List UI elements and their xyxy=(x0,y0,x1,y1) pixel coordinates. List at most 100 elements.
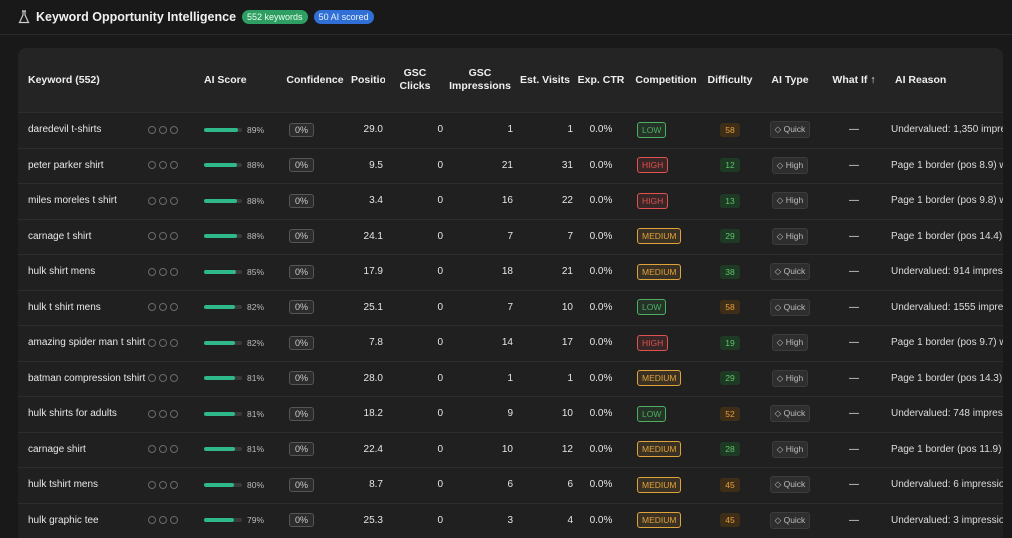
what-if: — xyxy=(825,373,883,384)
row-actions xyxy=(146,410,196,418)
difficulty: 12 xyxy=(720,158,740,172)
confidence-cell: 0% xyxy=(281,194,349,208)
keyword: daredevil t-shirts xyxy=(18,124,146,135)
competition: MEDIUM xyxy=(637,228,681,244)
ai-score: 88% xyxy=(196,160,281,170)
competition: LOW xyxy=(637,122,666,138)
exp-ctr: 0.0% xyxy=(575,160,627,171)
ai-score: 81% xyxy=(196,444,281,454)
type-icon: ◇ xyxy=(777,373,786,383)
confidence: 0% xyxy=(289,158,314,172)
ai-score-header: AI Score xyxy=(196,74,281,87)
action-icon xyxy=(148,445,156,453)
ai-score: 88% xyxy=(196,231,281,241)
confidence-cell: 0% xyxy=(281,513,349,527)
exp-ctr: 0.0% xyxy=(575,373,627,384)
ai-score: 81% xyxy=(196,409,281,419)
position: 9.5 xyxy=(349,160,385,171)
score-bar xyxy=(204,305,235,309)
row-actions xyxy=(146,339,196,347)
action-icon xyxy=(170,268,178,276)
confidence: 0% xyxy=(289,371,314,385)
gsc-impressions: 1 xyxy=(445,373,515,384)
gsc-clicks: 0 xyxy=(385,231,445,242)
action-icon xyxy=(148,268,156,276)
gsc-clicks: 0 xyxy=(385,373,445,384)
position: 3.4 xyxy=(349,195,385,206)
gsc-impressions: 14 xyxy=(445,337,515,348)
ai-type: ◇ Quick xyxy=(770,121,811,138)
competition: MEDIUM xyxy=(637,370,681,386)
score-track xyxy=(204,376,242,380)
competition-cell: MEDIUM xyxy=(627,441,705,457)
ai-type: ◇ High xyxy=(772,157,808,174)
type-icon: ◇ xyxy=(775,515,784,525)
gsc-clicks: 0 xyxy=(385,124,445,135)
what-if: — xyxy=(825,479,883,490)
exp-ctr-header: Exp. CTR xyxy=(575,74,627,87)
type-icon: ◇ xyxy=(777,444,786,454)
action-icon xyxy=(170,481,178,489)
action-icon xyxy=(170,445,178,453)
difficulty-cell: 29 xyxy=(705,371,755,385)
action-icon xyxy=(159,516,167,524)
competition-cell: MEDIUM xyxy=(627,370,705,386)
ai-type-label: Quick xyxy=(784,479,806,489)
ai-reason: Undervalued: 1555 impressi xyxy=(883,302,1003,313)
difficulty: 29 xyxy=(720,229,740,243)
confidence-cell: 0% xyxy=(281,265,349,279)
score-bar xyxy=(204,199,237,203)
action-icon xyxy=(148,197,156,205)
exp-ctr: 0.0% xyxy=(575,444,627,455)
score-label: 79% xyxy=(247,515,264,525)
action-icon xyxy=(170,516,178,524)
action-icon xyxy=(170,161,178,169)
row-actions xyxy=(146,126,196,134)
action-icon xyxy=(159,481,167,489)
ai-reason: Page 1 border (pos 11.9) with xyxy=(883,444,1003,455)
position: 18.2 xyxy=(349,408,385,419)
est-visits: 22 xyxy=(515,195,575,206)
score-label: 88% xyxy=(247,160,264,170)
competition-cell: MEDIUM xyxy=(627,477,705,493)
keyword: carnage shirt xyxy=(18,444,146,455)
competition-cell: LOW xyxy=(627,406,705,422)
action-icon xyxy=(170,197,178,205)
est-visits: 1 xyxy=(515,373,575,384)
action-icon xyxy=(170,410,178,418)
ai-score: 82% xyxy=(196,302,281,312)
gsc-impressions: 7 xyxy=(445,302,515,313)
what-if: — xyxy=(825,195,883,206)
keyword: hulk tshirt mens xyxy=(18,479,146,490)
difficulty-cell: 38 xyxy=(705,265,755,279)
difficulty: 29 xyxy=(720,371,740,385)
difficulty: 19 xyxy=(720,336,740,350)
position: 17.9 xyxy=(349,266,385,277)
ai-type-label: High xyxy=(786,373,803,383)
gsc-clicks: 0 xyxy=(385,408,445,419)
gsc-clicks: 0 xyxy=(385,337,445,348)
ai-type-label: High xyxy=(786,195,803,205)
exp-ctr: 0.0% xyxy=(575,337,627,348)
ai-reason: Undervalued: 914 impressio xyxy=(883,266,1003,277)
difficulty: 38 xyxy=(720,265,740,279)
confidence-cell: 0% xyxy=(281,300,349,314)
action-icon xyxy=(159,197,167,205)
gsc-clicks: 0 xyxy=(385,266,445,277)
ai-type-cell: ◇ Quick xyxy=(755,476,825,493)
score-bar xyxy=(204,341,235,345)
ai-reason: Undervalued: 748 impressi xyxy=(883,408,1003,419)
row-actions xyxy=(146,374,196,382)
score-track xyxy=(204,234,242,238)
ai-type: ◇ High xyxy=(772,334,808,351)
action-icon xyxy=(170,374,178,382)
what-if: — xyxy=(825,266,883,277)
est-visits: 6 xyxy=(515,479,575,490)
competition-cell: HIGH xyxy=(627,157,705,173)
gsc-clicks: 0 xyxy=(385,479,445,490)
confidence: 0% xyxy=(289,265,314,279)
